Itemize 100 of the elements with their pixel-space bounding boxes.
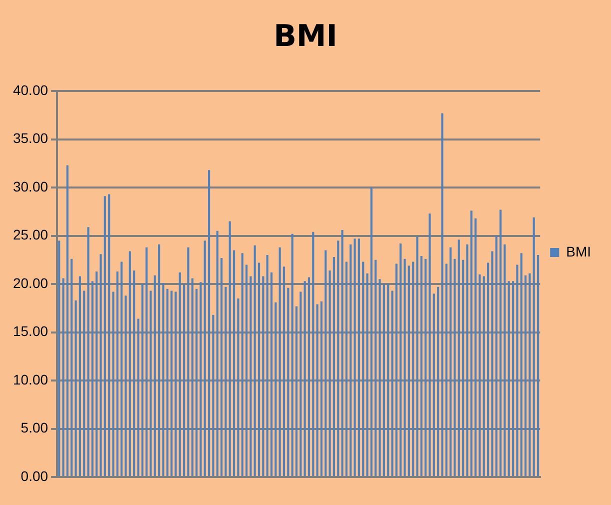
bar [112,292,114,476]
bar [187,247,190,476]
bar [108,194,110,476]
bar [416,236,418,476]
bar [495,236,498,476]
bar [516,264,518,476]
legend-label: BMI [566,243,591,260]
bar [282,266,286,476]
bar [404,258,406,476]
bar [470,210,472,476]
bar [316,304,318,476]
bar [158,244,160,476]
bar [458,240,460,476]
bar [400,243,402,476]
y-tick-label: 15.00 [12,323,48,340]
bar [141,284,144,476]
bar [104,196,106,476]
bar [437,286,440,476]
bar [250,276,252,476]
bar [478,274,481,476]
bar [196,288,198,476]
bar [512,281,514,476]
bar [374,260,377,476]
bar [532,217,535,476]
bar [266,255,268,476]
bar [96,271,98,476]
bar [200,282,202,476]
bar [254,245,256,476]
bar [224,286,227,476]
bar [491,251,494,476]
bar [133,270,136,476]
bar [345,262,348,476]
bar [120,262,123,476]
bar [212,314,214,476]
bar [220,258,223,476]
bar [378,279,381,476]
bar [116,271,118,476]
bar [162,283,164,476]
bar [204,240,206,476]
bar [408,266,410,476]
bar [295,306,298,476]
bar [350,244,352,476]
bar [337,240,340,476]
bar [312,232,314,476]
bar [237,298,240,476]
bar [137,318,140,476]
bar [245,264,248,476]
bar [420,256,422,476]
bar [258,262,260,476]
bar [450,247,452,476]
bar [170,290,173,476]
bar [328,270,331,476]
y-tick-label: 25.00 [12,226,48,243]
bar [445,264,448,476]
bar [462,260,464,476]
bar [191,278,194,476]
bar [474,218,477,476]
bar [154,275,156,476]
bar [441,113,444,476]
bar [87,227,90,476]
bar [508,281,510,476]
y-tick-label: 20.00 [12,274,48,291]
bar [262,276,264,476]
bar [304,281,306,476]
bar [528,273,531,476]
bar [466,244,468,476]
bar [216,230,218,476]
bar [241,253,244,476]
bar [78,276,81,476]
bar [482,276,485,476]
bar [278,247,281,476]
bar [270,272,273,476]
bar [504,244,506,476]
bar [487,262,490,476]
bar [454,258,456,476]
bar [174,292,177,476]
bar [100,254,102,476]
bar [62,278,64,476]
bar [228,221,231,476]
bar [124,296,127,476]
bar [128,251,131,476]
bar [362,262,364,476]
bar [178,272,181,476]
bar [428,214,431,476]
bar [58,240,60,476]
bar [354,238,356,476]
bar [366,273,368,476]
bar [536,255,540,476]
bar [70,258,73,476]
bar [524,275,527,476]
bar [387,284,390,476]
y-tick-label: 5.00 [20,420,48,436]
bar [320,301,323,476]
bar [291,234,294,476]
bar [150,290,152,476]
bar [83,290,86,476]
y-tick-label: 10.00 [12,371,48,388]
bar [332,256,336,476]
bar [287,288,290,476]
bar [208,170,210,476]
